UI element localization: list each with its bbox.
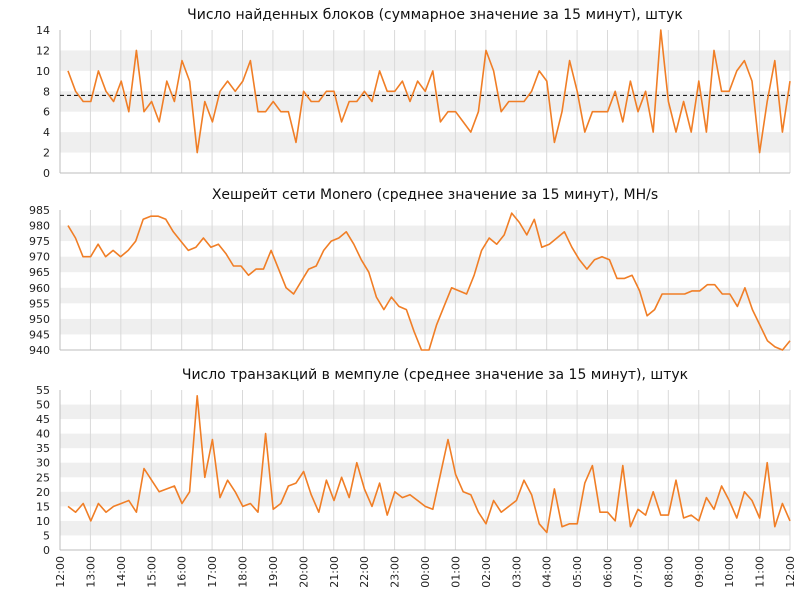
series-line <box>67 29 791 154</box>
y-tick-label: 8 <box>43 85 50 98</box>
y-tick-label: 15 <box>36 500 50 513</box>
y-tick-label: 55 <box>36 384 50 397</box>
y-tick-label: 980 <box>29 220 50 233</box>
x-tick-label: 19:00 <box>267 556 280 588</box>
y-tick-label: 985 <box>29 204 50 217</box>
y-tick-label: 25 <box>36 471 50 484</box>
y-tick-label: 30 <box>36 457 50 470</box>
x-tick-label: 05:00 <box>571 556 584 588</box>
y-tick-label: 40 <box>36 428 50 441</box>
x-tick-label: 00:00 <box>419 556 432 588</box>
x-tick-label: 08:00 <box>662 556 675 588</box>
x-tick-label: 10:00 <box>723 556 736 588</box>
x-tick-label: 12:00 <box>784 556 797 588</box>
x-tick-label: 12:00 <box>54 556 67 588</box>
x-tick-label: 16:00 <box>176 556 189 588</box>
y-tick-label: 35 <box>36 442 50 455</box>
y-tick-label: 12 <box>36 44 50 57</box>
x-tick-label: 06:00 <box>602 556 615 588</box>
y-tick-label: 975 <box>29 235 50 248</box>
x-tick-label: 23:00 <box>389 556 402 588</box>
x-tick-label: 18:00 <box>237 556 250 588</box>
y-tick-label: 0 <box>43 167 50 180</box>
y-tick-label: 945 <box>29 328 50 341</box>
y-tick-label: 940 <box>29 344 50 357</box>
x-tick-label: 01:00 <box>449 556 462 588</box>
y-tick-label: 2 <box>43 147 50 160</box>
x-tick-label: 13:00 <box>84 556 97 588</box>
time-axis: 12:00 13:00 14:00 15:00 16:00 17:00 18:00 19:00… <box>54 556 797 588</box>
series-line <box>67 394 791 534</box>
y-tick-label: 965 <box>29 266 50 279</box>
y-tick-label: 50 <box>36 399 50 412</box>
x-tick-label: 17:00 <box>206 556 219 588</box>
y-tick-label: 45 <box>36 413 50 426</box>
y-tick-label: 20 <box>36 486 50 499</box>
y-tick-label: 6 <box>43 106 50 119</box>
chart-title: Хешрейт сети Monero (среднее значение за… <box>212 187 658 203</box>
x-tick-label: 21:00 <box>328 556 341 588</box>
x-tick-label: 07:00 <box>632 556 645 588</box>
x-tick-label: 20:00 <box>297 556 310 588</box>
series-line <box>67 212 791 351</box>
y-tick-label: 5 <box>43 529 50 542</box>
y-tick-label: 14 <box>36 24 50 37</box>
y-tick-label: 0 <box>43 544 50 557</box>
hashrate-chart: 940 945 950 955 960 965 970 975 980 985 Хешрейт се… <box>29 187 791 357</box>
x-tick-label: 09:00 <box>693 556 706 588</box>
x-tick-label: 04:00 <box>541 556 554 588</box>
chart-title: Число транзакций в мемпуле (среднее знач… <box>182 367 688 383</box>
y-tick-label: 970 <box>29 251 50 264</box>
x-tick-label: 02:00 <box>480 556 493 588</box>
y-tick-label: 950 <box>29 313 50 326</box>
x-tick-label: 22:00 <box>358 556 371 588</box>
blocks-found-chart: 0 2 4 6 8 10 12 14 Число найденных блоков (сумма… <box>36 7 791 180</box>
y-tick-label: 10 <box>36 65 50 78</box>
y-tick-label: 955 <box>29 297 50 310</box>
y-tick-label: 10 <box>36 515 50 528</box>
x-tick-label: 15:00 <box>145 556 158 588</box>
x-tick-label: 14:00 <box>115 556 128 588</box>
x-tick-label: 03:00 <box>510 556 523 588</box>
chart-title: Число найденных блоков (суммарное значен… <box>187 7 683 23</box>
x-tick-label: 11:00 <box>754 556 767 588</box>
y-tick-label: 960 <box>29 282 50 295</box>
y-tick-label: 4 <box>43 126 50 139</box>
